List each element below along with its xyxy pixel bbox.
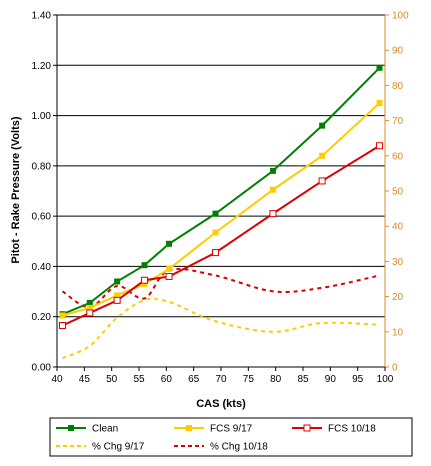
data-point [376, 142, 384, 150]
legend-item-fcs-9-17: FCS 9/17 [174, 424, 253, 435]
x-tick-label: 100 [377, 374, 394, 385]
y2-tick-label: 10 [392, 327, 404, 338]
data-point [141, 281, 148, 288]
y-tick-label: 1.40 [32, 11, 52, 22]
x-axis-title: CAS (kts) [196, 398, 246, 410]
y2-tick-label: 20 [392, 292, 404, 303]
data-point [319, 122, 326, 129]
tick-labels: 0.00 0.20 0.40 0.60 0.80 1.00 1.20 1.40 0 10 20 30 4… [32, 11, 410, 386]
series-group [58, 64, 384, 360]
y-tick-label: 0.00 [32, 363, 52, 374]
data-point [269, 186, 276, 193]
data-point [212, 210, 219, 217]
y-tick-label: 0.80 [32, 161, 52, 172]
legend-label: % Chg 10/18 [210, 442, 268, 453]
data-point [141, 262, 148, 269]
data-point [166, 265, 173, 272]
series-fcs-9-17 [59, 100, 383, 319]
data-point [166, 240, 173, 247]
y-tick-label: 0.20 [32, 312, 52, 323]
x-tick-label: 50 [106, 374, 118, 385]
y2-tick-label: 100 [392, 11, 409, 22]
legend-item-chg-10-18: % Chg 10/18 [174, 442, 268, 453]
y2-tick-label: 0 [392, 363, 398, 374]
data-point [86, 309, 94, 317]
y2-tick-label: 70 [392, 116, 404, 127]
legend-label: FCS 10/18 [328, 424, 376, 435]
data-point [86, 299, 93, 306]
legend-marker [68, 425, 74, 431]
y2-tick-label: 30 [392, 257, 404, 268]
legend-item-fcs-10-18: FCS 10/18 [292, 424, 376, 435]
y2-tick-label: 40 [392, 222, 404, 233]
x-tick-label: 75 [243, 374, 255, 385]
data-point [376, 64, 383, 71]
series-line [62, 297, 380, 360]
legend-marker [303, 424, 311, 432]
data-point [140, 276, 148, 284]
data-point [59, 312, 66, 319]
y-axis-title: Pitot - Rake Pressure (Volts) [10, 116, 22, 263]
series-fcs-10-18 [58, 142, 384, 330]
legend-label: Clean [92, 424, 118, 435]
legend-item-clean: Clean [56, 424, 118, 435]
data-point [212, 229, 219, 236]
data-point [113, 296, 121, 304]
y2-tick-label: 60 [392, 151, 404, 162]
data-point [269, 167, 276, 174]
legend-item-chg-9-17: % Chg 9/17 [56, 442, 145, 453]
data-point [58, 322, 66, 330]
data-point [318, 177, 326, 185]
data-point [86, 304, 93, 311]
grid-lines [57, 14, 385, 318]
x-tick-label: 40 [51, 374, 63, 385]
data-point [269, 210, 277, 218]
x-tick-label: 65 [188, 374, 200, 385]
data-point [165, 272, 173, 280]
y2-tick-label: 50 [392, 187, 404, 198]
y-tick-label: 0.40 [32, 262, 52, 273]
axes [53, 14, 389, 371]
y2-tick-label: 90 [392, 46, 404, 57]
y-tick-label: 1.00 [32, 111, 52, 122]
legend-box [49, 417, 413, 457]
series-chg-9-17 [62, 297, 380, 360]
data-point [319, 152, 326, 159]
legend-label: % Chg 9/17 [92, 442, 145, 453]
data-point [376, 100, 383, 106]
x-tick-label: 90 [325, 374, 337, 385]
x-tick-label: 60 [161, 374, 173, 385]
x-tick-label: 85 [297, 374, 309, 385]
y-tick-label: 0.60 [32, 212, 52, 223]
x-tick-label: 55 [133, 374, 145, 385]
x-tick-label: 80 [270, 374, 282, 385]
data-point [114, 292, 121, 299]
legend-marker [186, 425, 192, 431]
legend-label: FCS 9/17 [210, 424, 253, 435]
x-tick-label: 45 [79, 374, 91, 385]
data-point [212, 249, 220, 257]
y-tick-label: 1.20 [32, 61, 52, 72]
data-point [114, 278, 121, 285]
x-tick-label: 70 [215, 374, 227, 385]
y2-tick-label: 80 [392, 81, 404, 92]
x-tick-label: 95 [352, 374, 364, 385]
legend: Clean FCS 9/17 FCS 10/18 % Chg 9/17 % Chg 10… [49, 417, 413, 457]
